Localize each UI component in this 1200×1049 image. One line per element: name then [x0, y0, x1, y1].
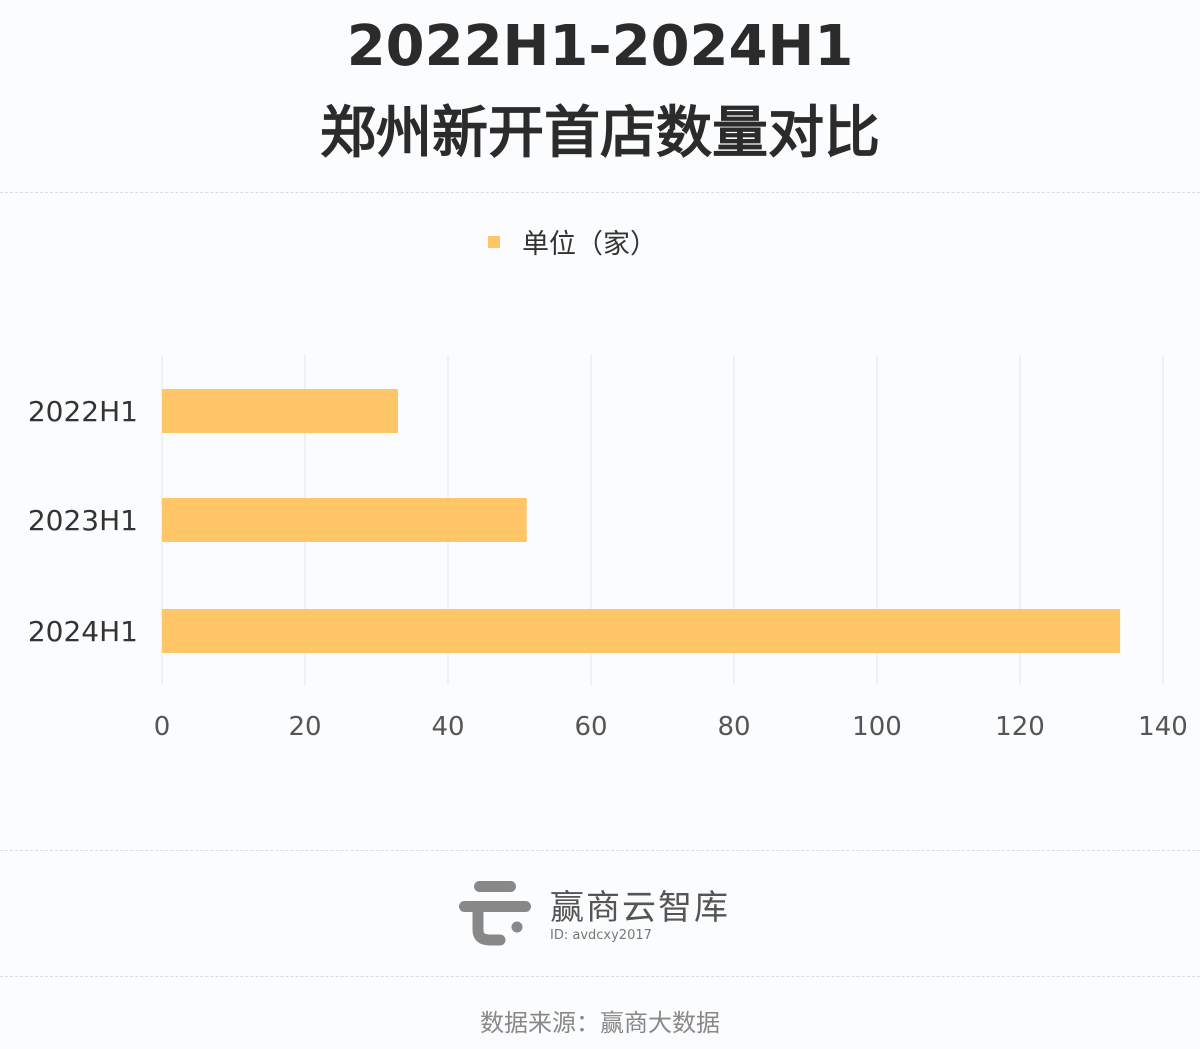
x-tick-label: 40 — [431, 712, 464, 742]
bar-2024H1 — [162, 609, 1121, 653]
x-tick-label: 80 — [717, 712, 750, 742]
logo-name: 赢商云智库 — [550, 888, 730, 928]
x-tick-label: 0 — [154, 712, 171, 742]
x-tick-label: 100 — [852, 712, 902, 742]
y-category-label: 2023H1 — [28, 504, 138, 537]
logo-id: ID: avdcxy2017 — [550, 928, 652, 943]
y-category-label: 2022H1 — [28, 395, 138, 428]
legend-swatch — [488, 235, 500, 248]
x-tick-label: 20 — [288, 712, 321, 742]
bar-2022H1 — [162, 389, 398, 433]
x-tick-label: 60 — [574, 712, 607, 742]
x-tick-label: 120 — [995, 712, 1045, 742]
y-category-label: 2024H1 — [28, 615, 138, 648]
divider — [0, 192, 1200, 193]
chart-title-line1: 2022H1-2024H1 — [346, 14, 854, 79]
divider — [0, 850, 1200, 851]
divider — [0, 976, 1200, 977]
bar-2023H1 — [162, 498, 527, 542]
legend: 单位（家） — [488, 222, 657, 261]
x-tick-label: 140 — [1138, 712, 1188, 742]
chart-title-line2: 郑州新开首店数量对比 — [320, 101, 880, 166]
data-source: 数据来源：赢商大数据 — [480, 1009, 720, 1037]
legend-label: 单位（家） — [522, 229, 657, 260]
bar-chart: 0 20 40 60 80 100 120 140 2022H1 2023H1 2024H1 — [28, 355, 1188, 742]
